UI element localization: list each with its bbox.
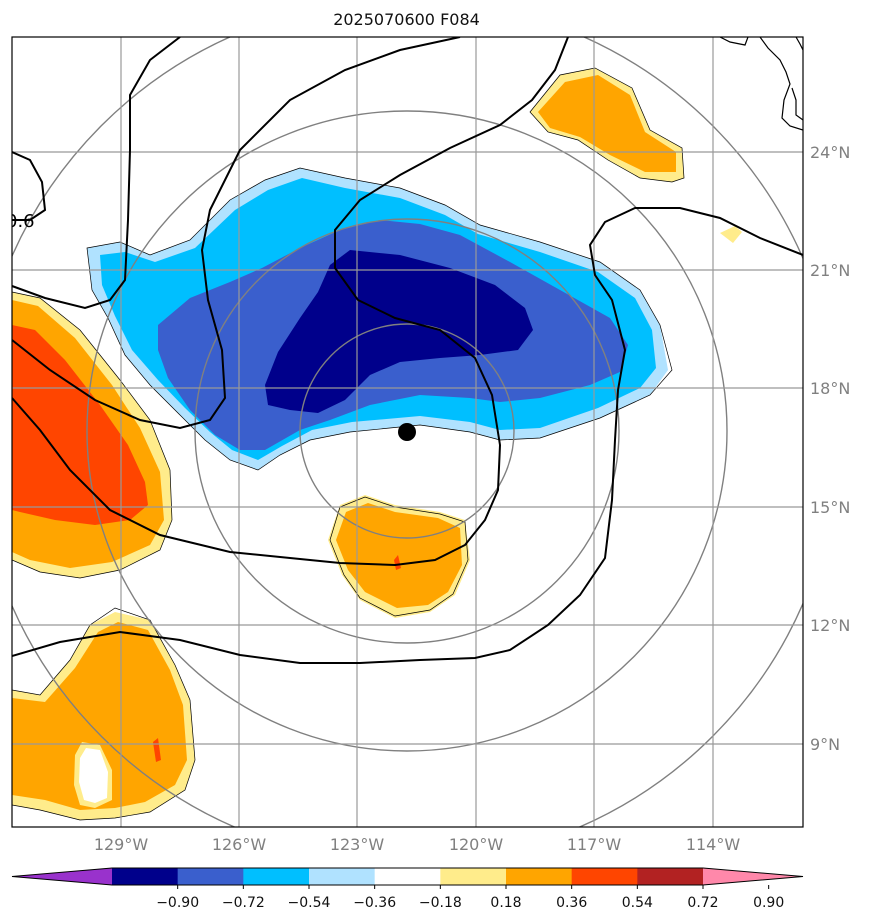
colorbar-tick-label: 0.90	[753, 895, 784, 911]
colorbar-tick-label: 0.72	[687, 895, 718, 911]
gridlines	[12, 37, 803, 827]
lon-label: 120°W	[449, 835, 504, 854]
contour-lines	[12, 37, 803, 664]
shading-outlines	[12, 67, 685, 821]
colorbar-extend-min	[12, 868, 112, 885]
colorbar-segment	[637, 868, 704, 885]
colorbar-segment	[177, 868, 244, 885]
colorbar-segment	[374, 868, 441, 885]
colorbar-tick-label: −0.90	[156, 895, 199, 911]
lon-label: 123°W	[330, 835, 385, 854]
map-area: 0.6	[6, 37, 803, 827]
colorbar-tick-label: 0.54	[622, 895, 653, 911]
colorbar-segment	[243, 868, 310, 885]
colorbar-tick-label: 0.18	[490, 895, 521, 911]
map-frame	[11, 36, 804, 828]
lon-label: 126°W	[212, 835, 267, 854]
colorbar-outline	[11, 867, 804, 886]
colorbar-segment	[440, 868, 507, 885]
colorbar-segment	[112, 868, 179, 885]
lat-label: 12°N	[810, 616, 850, 635]
lat-label: 9°N	[810, 735, 840, 754]
storm-center-marker	[398, 423, 416, 441]
colorbar-tick-label: 0.36	[556, 895, 587, 911]
negative-anomaly-field	[87, 168, 668, 470]
coastline	[719, 37, 803, 131]
longitude-labels: 129°W 126°W 123°W 120°W 117°W 114°W	[94, 835, 741, 854]
lon-label: 114°W	[686, 835, 741, 854]
contour-label: 0.6	[6, 211, 35, 232]
colorbar-segment	[506, 868, 573, 885]
colorbar-extend-max	[703, 868, 803, 885]
lat-label: 18°N	[810, 379, 850, 398]
lat-label: 15°N	[810, 498, 850, 517]
range-rings	[12, 37, 803, 827]
colorbar: −0.90 −0.72 −0.54 −0.36 −0.18 0.18 0.36 0.54 0.7…	[11, 867, 804, 911]
colorbar-tick-label: −0.18	[419, 895, 462, 911]
colorbar-segment	[571, 868, 638, 885]
colorbar-tick-label: −0.72	[222, 895, 265, 911]
colorbar-tick-label: −0.36	[353, 895, 396, 911]
lat-label: 21°N	[810, 261, 850, 280]
lon-label: 117°W	[567, 835, 622, 854]
map-title: 2025070600 F084	[333, 10, 480, 29]
lat-label: 24°N	[810, 143, 850, 162]
colorbar-tick-label: −0.54	[288, 895, 331, 911]
latitude-labels: 24°N 21°N 18°N 15°N 12°N 9°N	[810, 143, 850, 754]
lon-label: 129°W	[94, 835, 149, 854]
colorbar-segment	[309, 868, 376, 885]
